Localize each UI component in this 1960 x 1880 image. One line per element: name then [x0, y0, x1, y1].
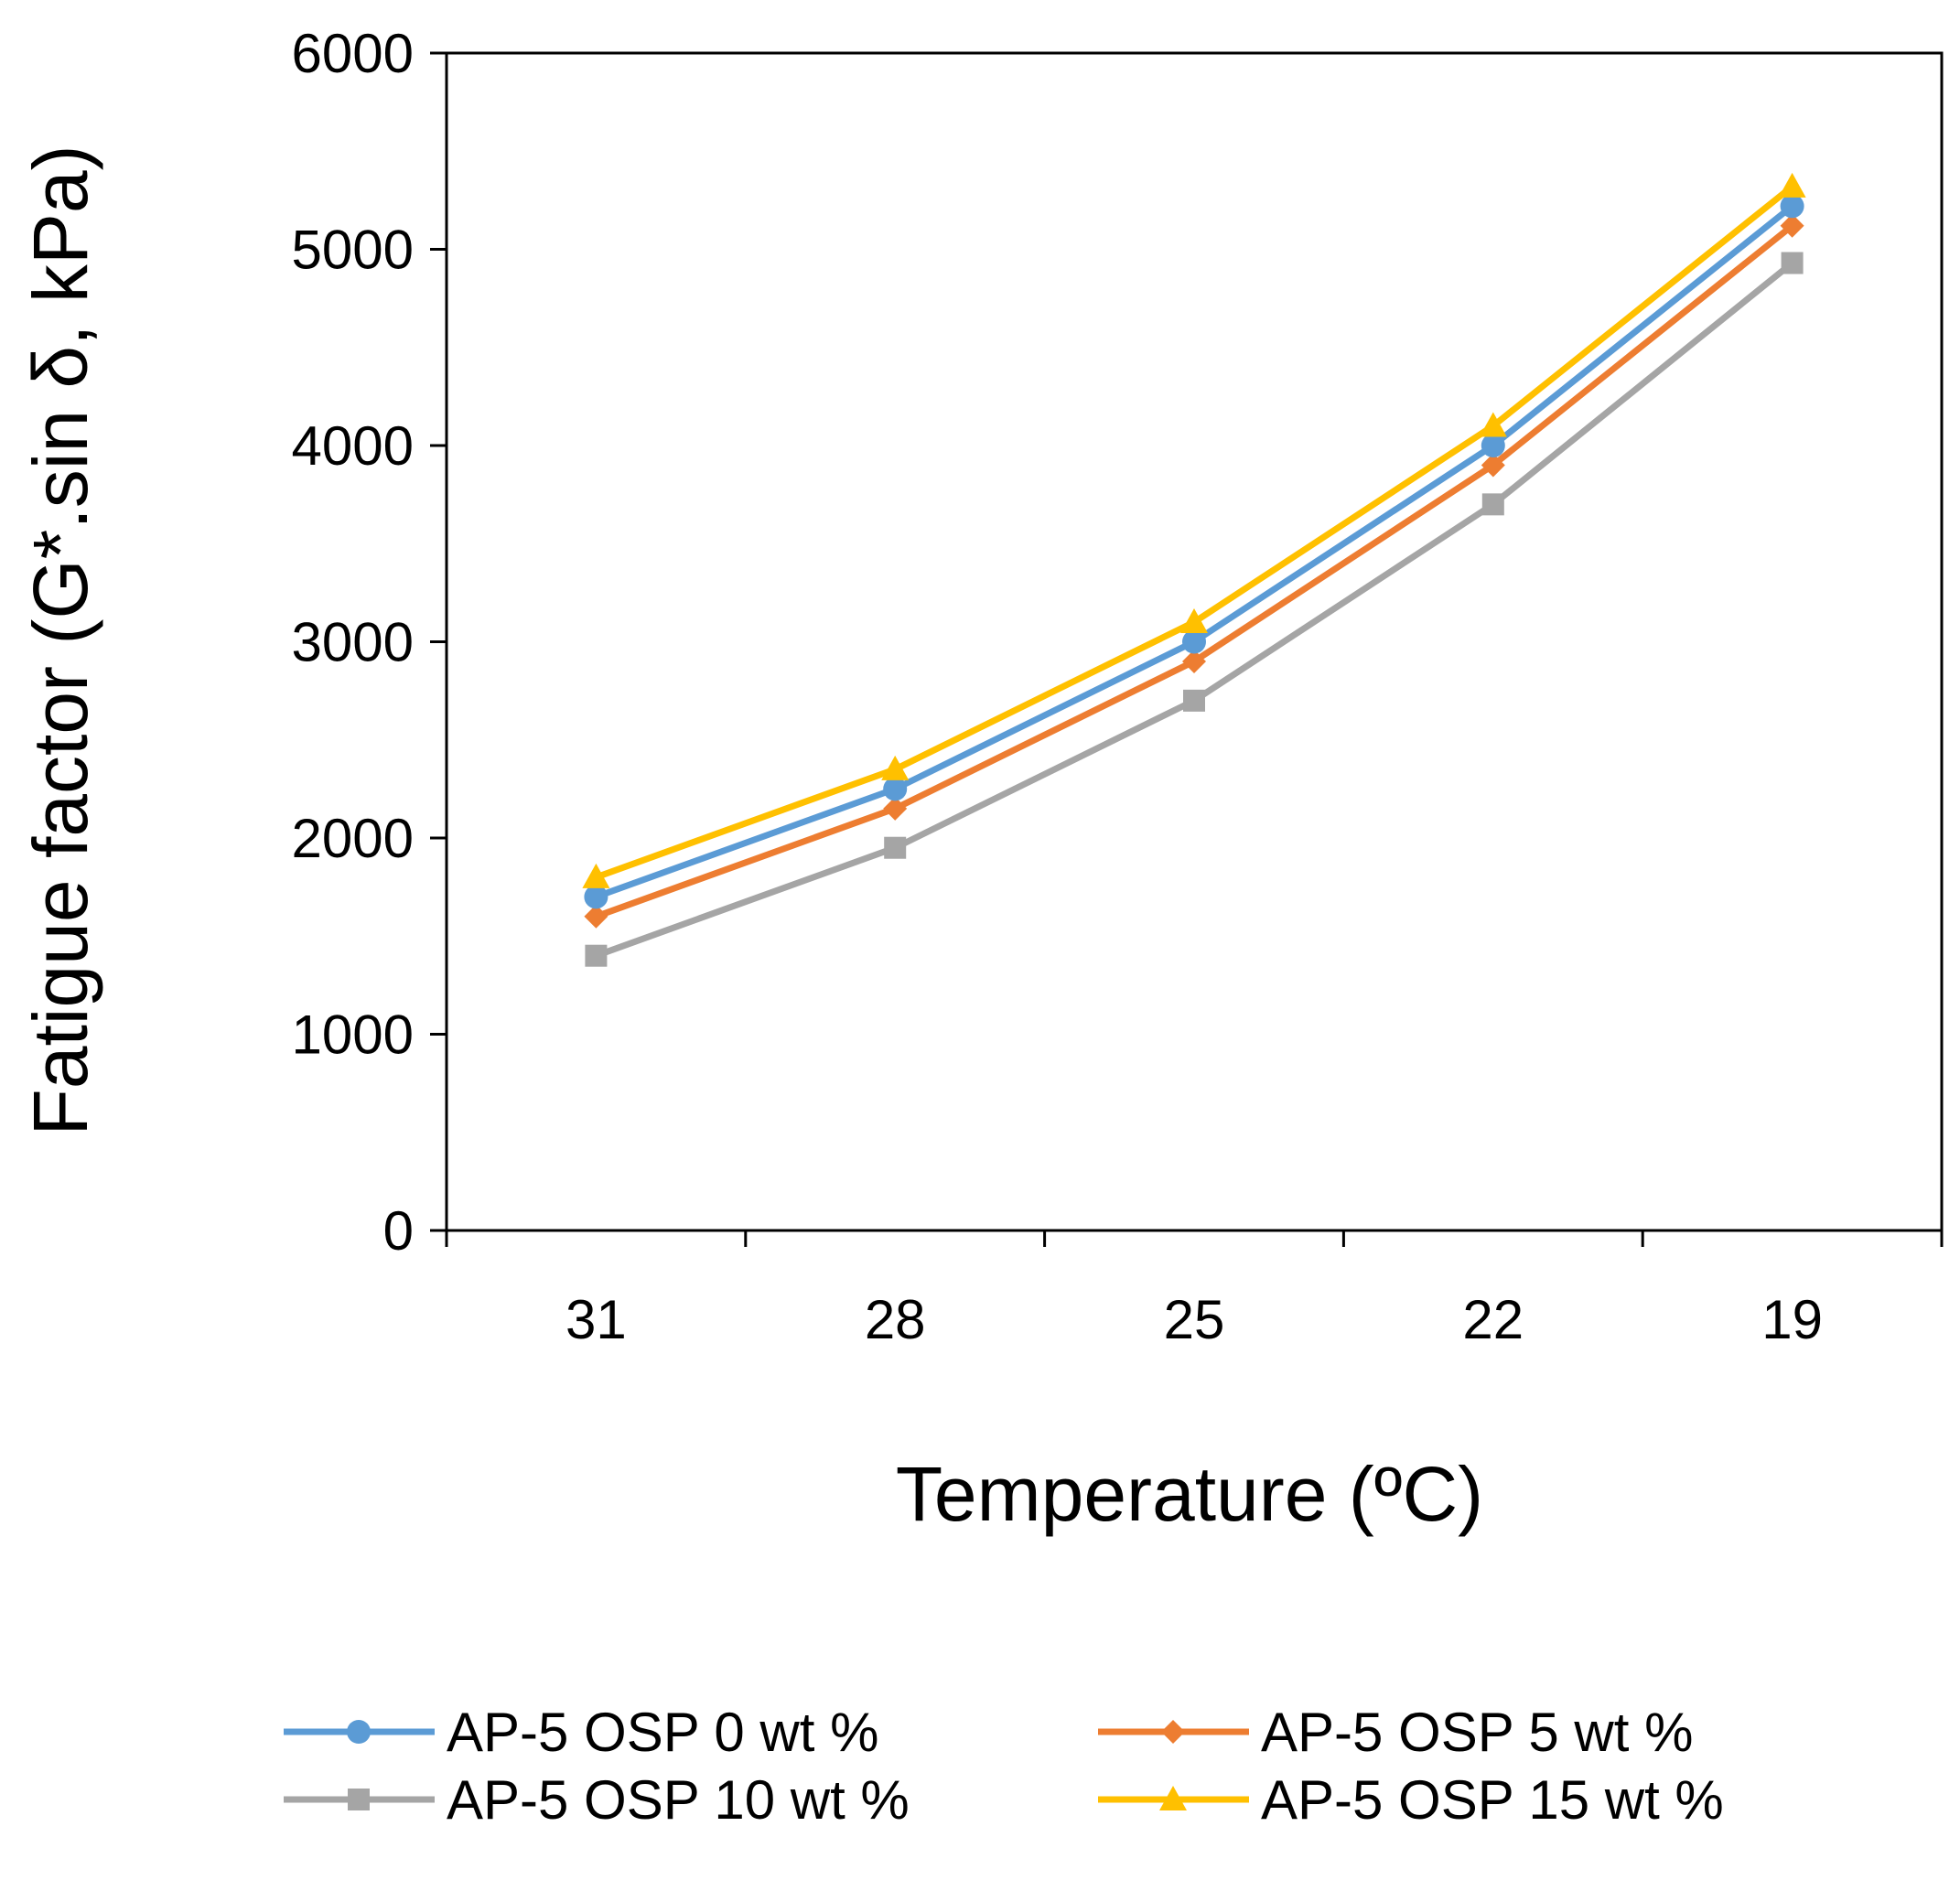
- x-tick-label: 28: [865, 1289, 926, 1350]
- data-point: [1780, 213, 1804, 238]
- data-point: [883, 777, 908, 801]
- data-point: [1479, 412, 1507, 437]
- y-tick-label: 3000: [292, 612, 414, 673]
- data-point: [582, 863, 610, 888]
- series-diamond: [584, 213, 1804, 929]
- axes: 0 1000 2000 3000 4000 5000 6000 31 28 25 22 19: [292, 23, 1944, 1350]
- x-tick-label: 31: [565, 1289, 627, 1350]
- y-axis-title: Fatigue factor (G*.sin δ, kPa): [17, 145, 103, 1135]
- data-point: [1180, 608, 1208, 634]
- data-point: [1481, 453, 1505, 478]
- data-point: [585, 944, 608, 967]
- data-point: [584, 885, 608, 909]
- data-point: [1778, 172, 1806, 198]
- data-point: [584, 904, 608, 929]
- x-tick-label: 22: [1462, 1289, 1524, 1350]
- data-point: [1182, 649, 1206, 673]
- data-point: [1780, 194, 1804, 219]
- legend-marker: [348, 1789, 370, 1810]
- y-tick-label: 0: [383, 1200, 414, 1262]
- x-axis-title: Temperature (ºC): [896, 1451, 1483, 1537]
- series-circle: [584, 194, 1804, 909]
- legend-marker: [347, 1720, 371, 1744]
- data-point: [1182, 629, 1206, 654]
- legend-label: AP-5 OSP 10 wt %: [447, 1769, 910, 1831]
- legend-marker: [1161, 1720, 1185, 1744]
- data-point: [1183, 689, 1205, 712]
- legend-item: AP-5 OSP 15 wt %: [1098, 1769, 1724, 1831]
- legend-label: AP-5 OSP 0 wt %: [447, 1702, 878, 1763]
- data-point: [1481, 434, 1505, 457]
- legend-label: AP-5 OSP 15 wt %: [1261, 1769, 1724, 1831]
- series-line: [592, 183, 1796, 881]
- series-line: [592, 202, 1796, 900]
- series-triangle: [582, 172, 1806, 888]
- data-point: [883, 796, 908, 821]
- data-point: [881, 755, 910, 780]
- legend-item: AP-5 OSP 0 wt %: [284, 1702, 878, 1763]
- legend-item: AP-5 OSP 10 wt %: [284, 1769, 910, 1831]
- data-point: [884, 836, 907, 859]
- legend-label: AP-5 OSP 5 wt %: [1261, 1702, 1693, 1763]
- legend-item: AP-5 OSP 5 wt %: [1098, 1702, 1693, 1763]
- y-tick-label: 4000: [292, 415, 414, 477]
- y-tick-label: 5000: [292, 220, 414, 281]
- y-tick-label: 2000: [292, 808, 414, 869]
- x-tick-label: 25: [1164, 1289, 1225, 1350]
- y-tick-label: 1000: [292, 1004, 414, 1066]
- data-point: [1781, 252, 1804, 274]
- y-tick-label: 6000: [292, 23, 414, 84]
- legend: AP-5 OSP 0 wt % AP-5 OSP 5 wt %AP-5 OSP 1…: [284, 1702, 1724, 1831]
- data-point: [1481, 493, 1504, 516]
- x-tick-label: 19: [1761, 1289, 1823, 1350]
- legend-marker: [1159, 1786, 1187, 1810]
- series-layer: [582, 172, 1806, 967]
- series-square: [585, 252, 1804, 967]
